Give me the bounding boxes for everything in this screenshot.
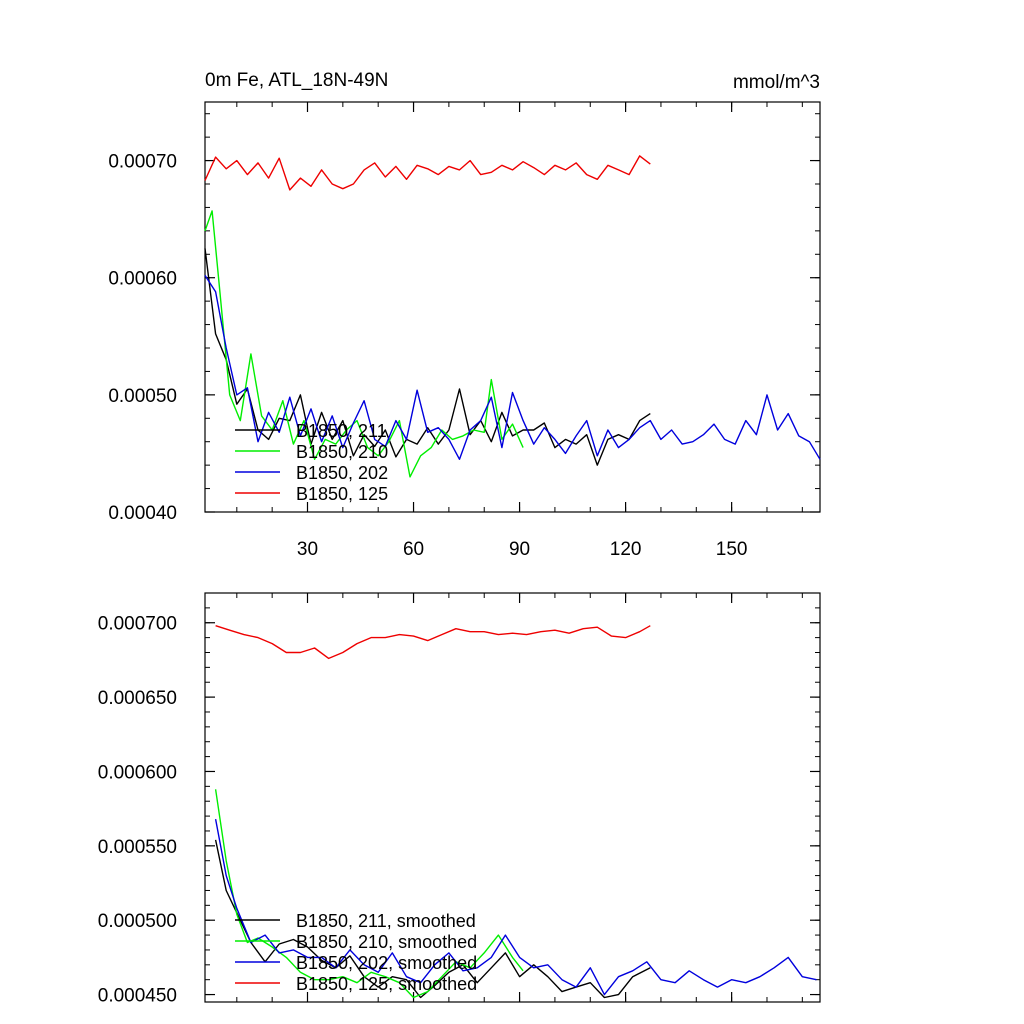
- x-tick-label: 150: [716, 539, 748, 560]
- series-line-4: [204, 155, 651, 191]
- y-tick-label: 0.000650: [98, 688, 177, 709]
- top-panel: 0m Fe, ATL_18N-49N mmol/m^3 30 60 90 120 150 0.…: [108, 70, 821, 560]
- legend-label: B1850, 202, smoothed: [296, 953, 477, 973]
- x-tick-label: 30: [297, 539, 318, 560]
- y-tick-label: 0.000500: [98, 911, 177, 932]
- y-tick-label: 0.00050: [108, 386, 177, 407]
- chart-title-left: 0m Fe, ATL_18N-49N: [205, 70, 388, 91]
- chart-title-right: mmol/m^3: [733, 72, 820, 93]
- y-tick-label: 0.00060: [108, 269, 177, 290]
- y-tick-label: 0.000600: [98, 762, 177, 783]
- legend-label: B1850, 202: [296, 463, 388, 483]
- legend-label: B1850, 210, smoothed: [296, 932, 477, 952]
- plot-frame: [204, 592, 821, 1003]
- y-tick-label: 0.000550: [98, 837, 177, 858]
- legend-label: B1850, 211: [296, 421, 387, 441]
- legend-label: B1850, 211, smoothed: [296, 911, 476, 931]
- series-line-3: [214, 818, 817, 996]
- x-tick-label: 90: [509, 539, 530, 560]
- series-line-2: [204, 210, 524, 478]
- legend-label: B1850, 210: [296, 442, 388, 462]
- y-tick-label: 0.000450: [98, 986, 177, 1007]
- y-tick-label: 0.00040: [108, 503, 177, 524]
- series-line-1: [204, 248, 651, 466]
- legend-label: B1850, 125, smoothed: [296, 974, 477, 994]
- y-tick-label: 0.00070: [108, 152, 177, 173]
- series-line-2: [214, 789, 524, 999]
- series-line-4: [215, 625, 651, 660]
- legend-label: B1850, 125: [296, 484, 388, 504]
- y-tick-label: 0.000700: [98, 614, 177, 635]
- plot-frame: [204, 101, 821, 513]
- series-line-3: [204, 275, 821, 460]
- bottom-panel: 0.000450 0.000500 0.000550 0.000600 0.000650…: [98, 592, 821, 1007]
- x-tick-label: 60: [403, 539, 424, 560]
- x-tick-label: 120: [610, 539, 642, 560]
